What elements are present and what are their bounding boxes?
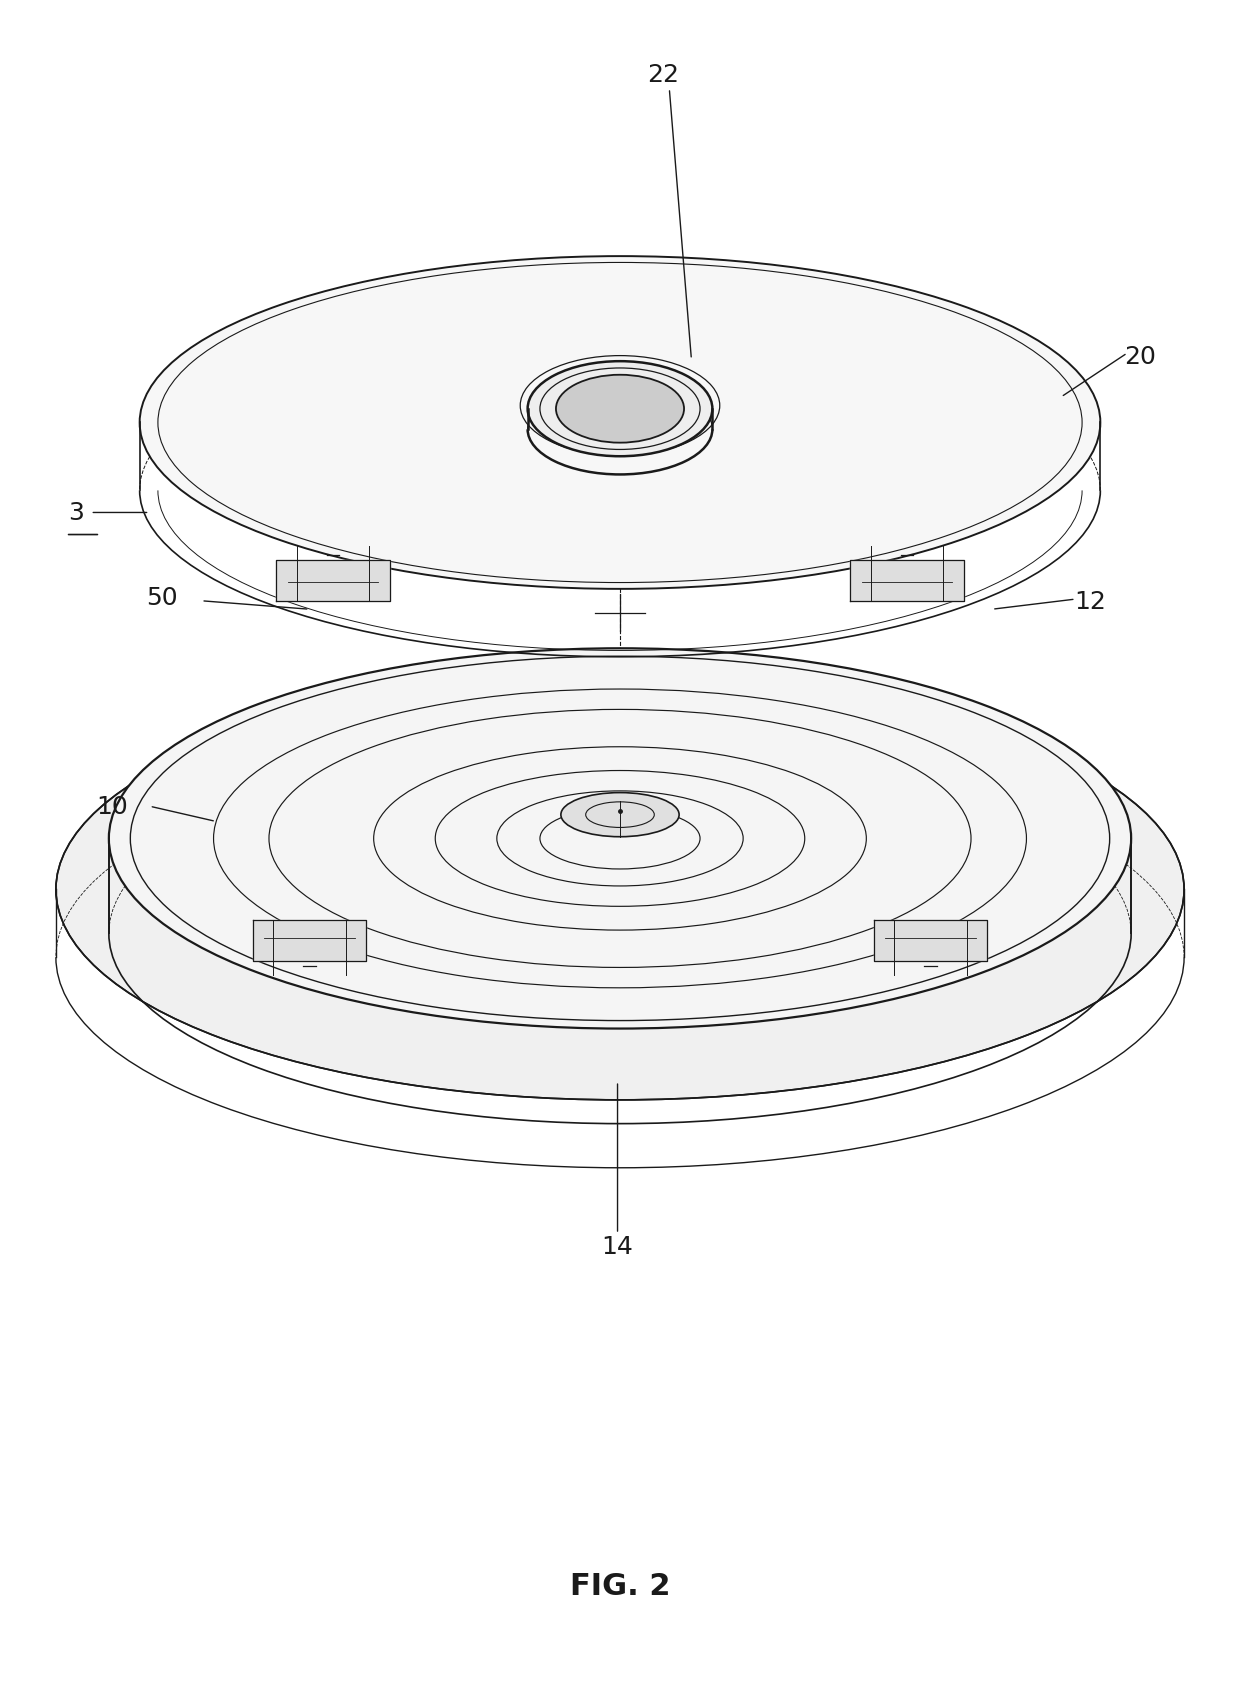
Ellipse shape <box>56 679 1184 1100</box>
Ellipse shape <box>560 793 680 837</box>
Polygon shape <box>851 561 963 602</box>
Text: FIG. 2: FIG. 2 <box>569 1570 671 1599</box>
Text: 20: 20 <box>1123 344 1156 368</box>
Text: 10: 10 <box>97 795 129 818</box>
Polygon shape <box>253 921 366 962</box>
Ellipse shape <box>556 375 684 443</box>
Text: 12: 12 <box>1075 590 1106 614</box>
Polygon shape <box>277 561 389 602</box>
Polygon shape <box>874 921 987 962</box>
Ellipse shape <box>140 257 1100 590</box>
Text: 50: 50 <box>146 587 177 610</box>
Ellipse shape <box>109 650 1131 1028</box>
Ellipse shape <box>528 361 712 457</box>
Text: 14: 14 <box>601 1234 634 1258</box>
Text: 22: 22 <box>647 63 680 87</box>
Text: 3: 3 <box>68 501 83 525</box>
